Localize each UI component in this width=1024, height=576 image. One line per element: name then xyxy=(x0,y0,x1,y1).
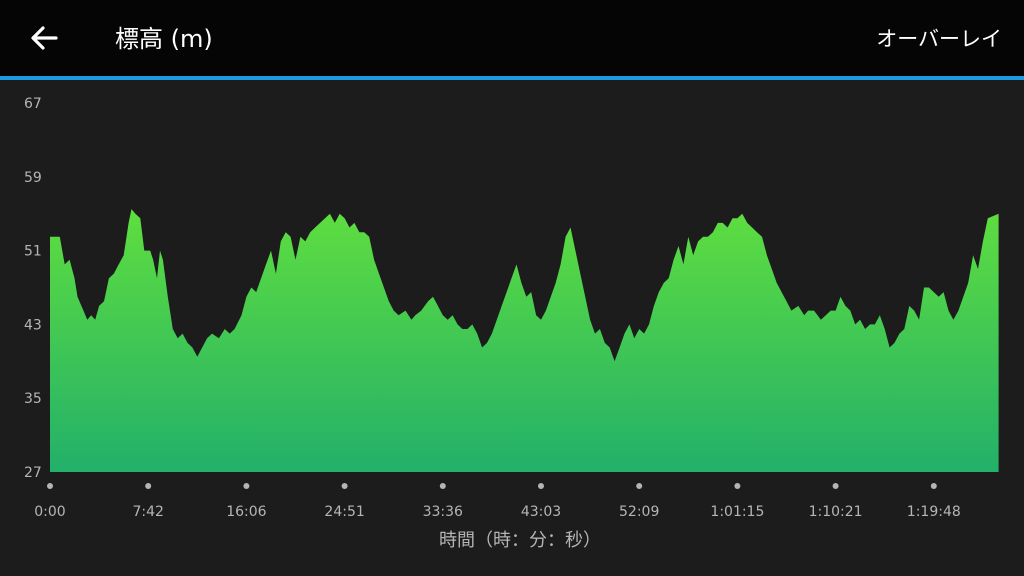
elevation-area xyxy=(50,209,999,472)
x-tick-dot xyxy=(538,483,544,489)
back-button[interactable] xyxy=(22,18,66,58)
x-tick-dot xyxy=(636,483,643,489)
x-tick-dot xyxy=(341,483,348,489)
arrow-left-icon xyxy=(31,26,58,50)
x-tick-dot xyxy=(145,483,152,489)
y-tick-label: 35 xyxy=(24,391,42,407)
x-tick-label: 52:09 xyxy=(619,504,659,520)
x-tick-dot xyxy=(439,483,446,489)
x-tick-dot xyxy=(243,483,250,489)
page-title: 標高 (m) xyxy=(115,25,213,53)
elevation-chart: 67 59 51 43 35 27 0:00 7:42 16:06 24:51 33:36 43:0… xyxy=(0,80,1024,576)
x-tick-label: 33:36 xyxy=(423,504,463,520)
x-tick-label: 43:03 xyxy=(521,504,561,520)
x-tick-label: 1:19:48 xyxy=(907,504,961,520)
x-axis-title: 時間（時：分：秒） xyxy=(439,530,601,551)
x-axis: 0:00 7:42 16:06 24:51 33:36 43:03 52:09 1:01:15… xyxy=(34,483,961,520)
y-axis: 67 59 51 43 35 27 xyxy=(24,96,42,481)
elevation-chart-svg: 67 59 51 43 35 27 0:00 7:42 16:06 24:51 33:36 43:0… xyxy=(24,96,999,551)
y-tick-label: 51 xyxy=(24,244,42,260)
y-tick-label: 43 xyxy=(24,317,42,333)
x-tick-label: 7:42 xyxy=(132,504,163,520)
x-tick-label: 16:06 xyxy=(226,504,266,520)
overlay-button[interactable]: オーバーレイ xyxy=(876,27,1002,51)
y-tick-label: 27 xyxy=(24,465,42,481)
x-tick-dot xyxy=(47,483,53,489)
y-tick-label: 67 xyxy=(24,96,42,112)
x-tick-dot xyxy=(832,483,839,489)
x-tick-label: 0:00 xyxy=(34,504,65,520)
x-tick-label: 1:10:21 xyxy=(809,504,863,520)
x-tick-label: 24:51 xyxy=(324,504,364,520)
top-app-bar xyxy=(0,0,1024,76)
header-accent-line xyxy=(0,76,1024,80)
x-tick-dot xyxy=(734,483,741,489)
x-tick-dot xyxy=(930,483,937,489)
y-tick-label: 59 xyxy=(24,170,42,186)
x-tick-label: 1:01:15 xyxy=(710,504,764,520)
